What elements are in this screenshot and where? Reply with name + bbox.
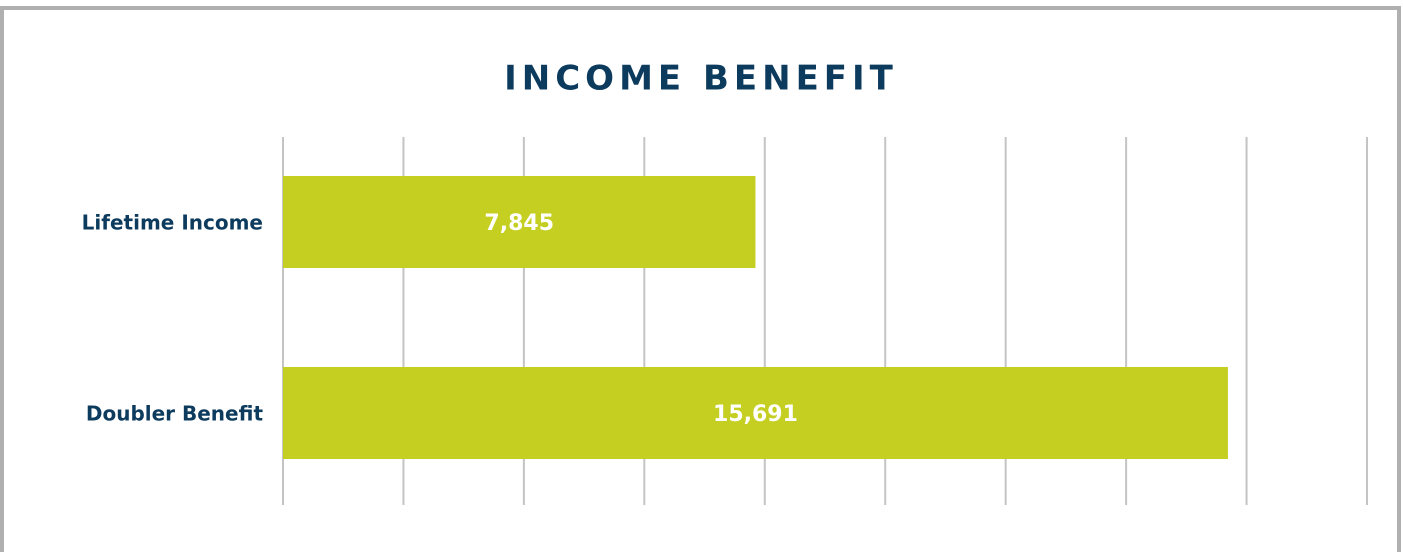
frame: [0, 6, 1401, 552]
value-label: 15,691: [713, 402, 798, 427]
value-label: 7,845: [484, 211, 554, 236]
bar: [283, 176, 756, 268]
y-tick-label: Lifetime Income: [82, 211, 263, 235]
chart-title: INCOME BENEFIT: [504, 59, 898, 99]
bar: [283, 367, 1228, 459]
y-tick-label: Doubler Benefit: [86, 402, 264, 426]
